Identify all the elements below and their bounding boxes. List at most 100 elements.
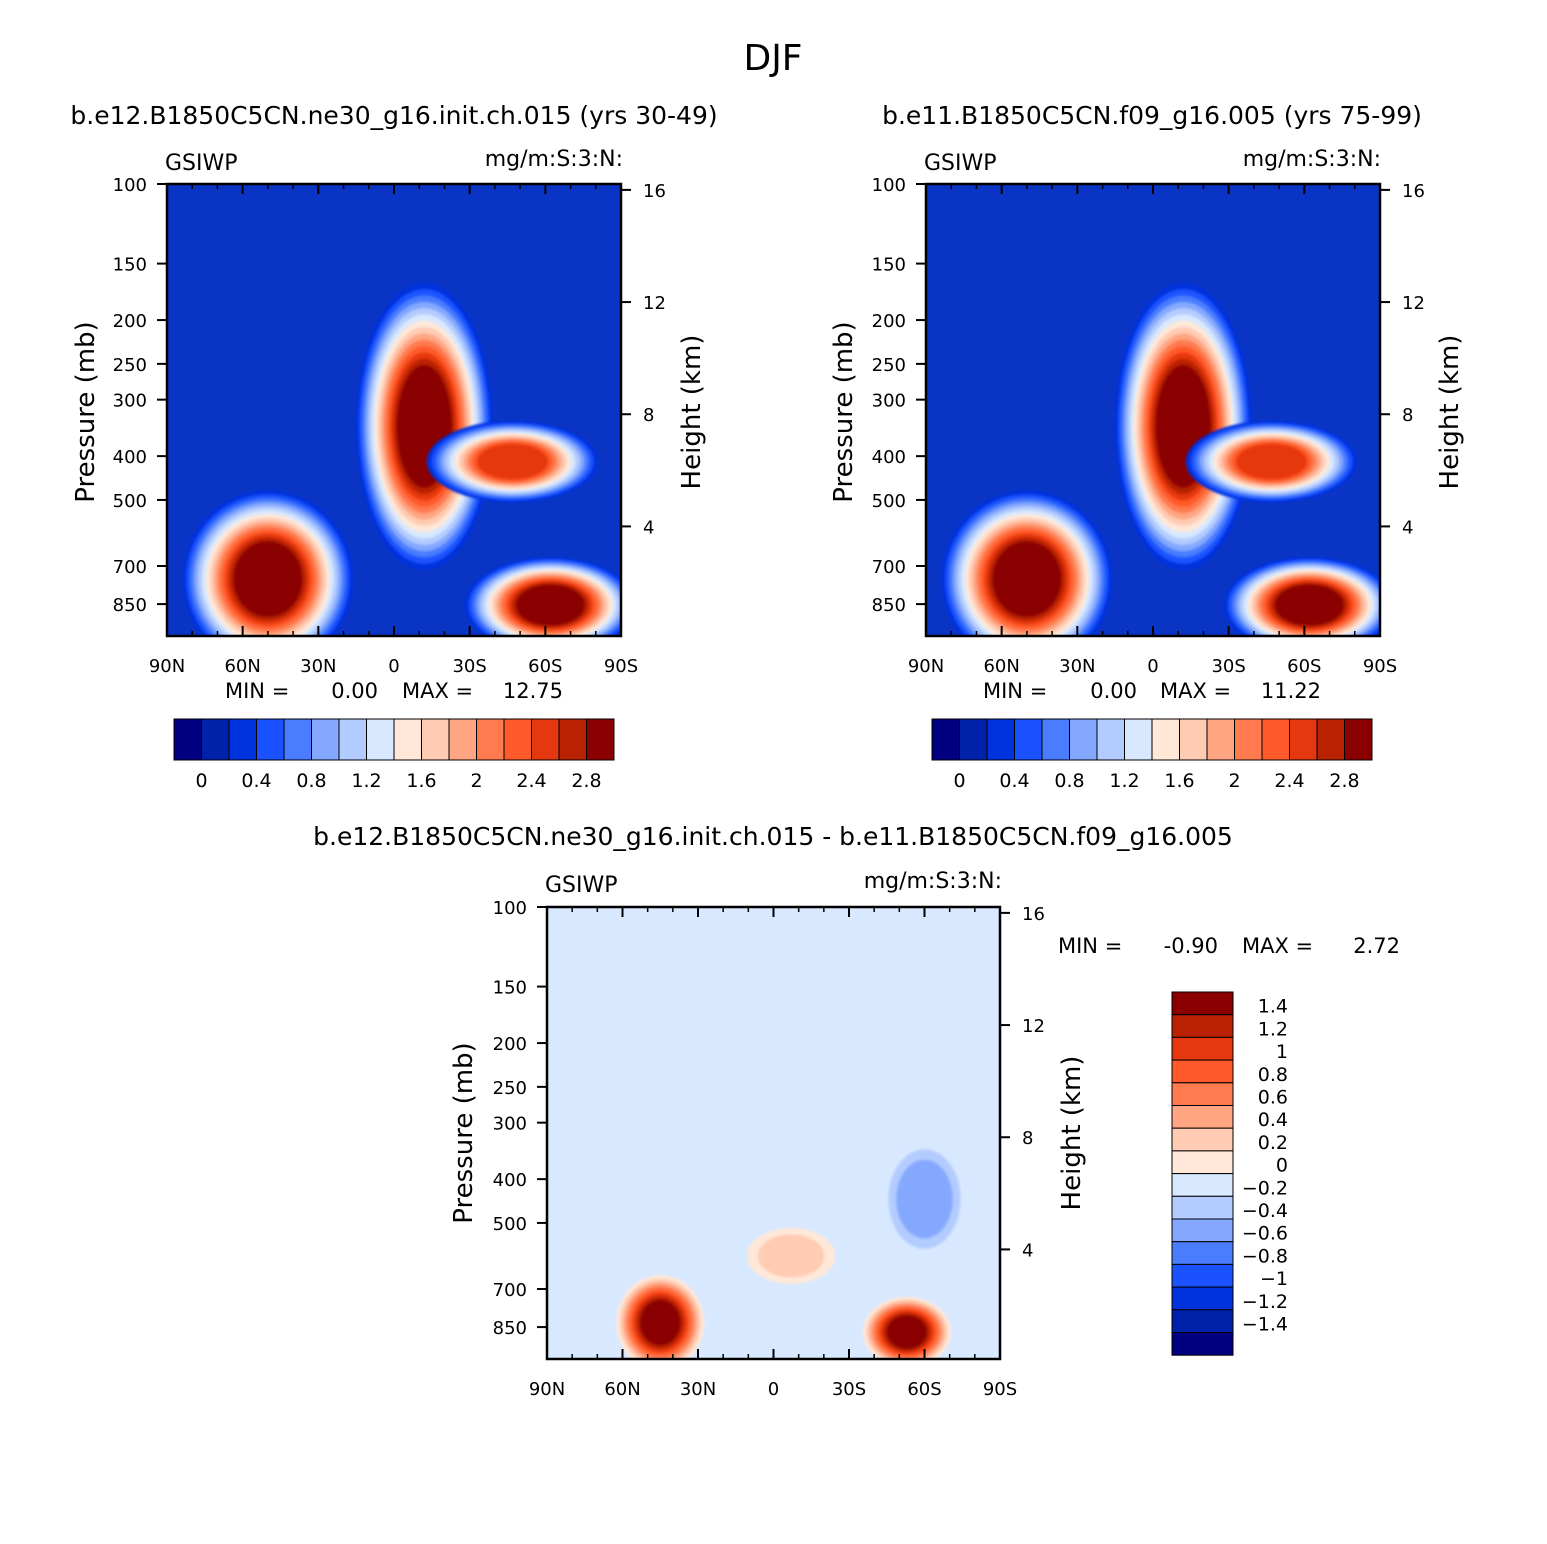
colorbar-swatch [338, 718, 367, 761]
colorbar-swatch [1171, 1173, 1234, 1197]
y-tick-label: 850 [113, 595, 147, 616]
colorbar-swatch [1171, 991, 1234, 1016]
panel-3-max-label: MAX = [1242, 934, 1313, 958]
colorbar-swatch [366, 718, 395, 761]
colorbar-label: 0.4 [1258, 1109, 1288, 1131]
panel-3-var-label: GSIWP [545, 873, 618, 898]
field-contour [477, 443, 549, 480]
y2-tick-label: 12 [643, 293, 666, 314]
field-contour [896, 1159, 953, 1239]
colorbar-swatch [1289, 718, 1318, 761]
x-tick-label: 0 [1147, 656, 1158, 677]
colorbar-swatch [1171, 1286, 1234, 1311]
colorbar-label: 0 [195, 770, 207, 792]
y-tick-label: 850 [493, 1318, 527, 1339]
colorbar-label: 2.4 [1274, 770, 1304, 792]
y2-tick-label: 4 [1022, 1240, 1033, 1261]
x-tick-label: 60S [907, 1379, 941, 1400]
x-tick-label: 60N [604, 1379, 640, 1400]
y-tick-label: 500 [872, 491, 906, 512]
field-2 [926, 184, 1380, 636]
panel-3-units-label: mg/m:S:3:N: [864, 869, 1002, 894]
colorbar-swatch [448, 718, 477, 761]
colorbar-label: −1 [1260, 1268, 1288, 1290]
panel-3-max-value: 2.72 [1353, 934, 1400, 958]
colorbar-swatch [1171, 1082, 1234, 1107]
colorbar-label: 1.4 [1258, 996, 1288, 1018]
field-contour [757, 1234, 825, 1278]
y2-tick-label: 16 [643, 181, 666, 202]
field-contour [886, 1315, 928, 1349]
x-tick-label: 30S [832, 1379, 866, 1400]
colorbar-swatch [476, 718, 505, 761]
panel-2-max-label: MAX = [1160, 679, 1231, 703]
colorbar-swatch [1151, 718, 1180, 761]
colorbar-swatch [558, 718, 587, 761]
colorbar-label: 1.6 [1164, 770, 1194, 792]
colorbar-swatch [1171, 1241, 1234, 1265]
x-tick-label: 90N [529, 1379, 565, 1400]
colorbar-swatch [1261, 718, 1290, 761]
field-3 [547, 907, 1000, 1359]
field-contour [233, 541, 303, 617]
colorbar-swatch [531, 718, 560, 761]
y-tick-label: 250 [872, 355, 906, 376]
panel-2-max-value: 11.22 [1261, 679, 1321, 703]
panel-1: b.e12.B1850C5CN.ne30_g16.init.ch.015 (yr… [70, 101, 717, 792]
x-tick-label: 0 [388, 656, 399, 677]
y2-tick-label: 12 [1402, 293, 1425, 314]
colorbar-swatch [1171, 1218, 1234, 1243]
y-tick-label: 400 [113, 447, 147, 468]
colorbar-swatch [1171, 1059, 1234, 1084]
panel-2: b.e11.B1850C5CN.f09_g16.005 (yrs 75-99) … [829, 101, 1465, 792]
x-tick-label: 90S [604, 656, 638, 677]
colorbar-label: 0.8 [1054, 770, 1084, 792]
colorbar-swatch [393, 718, 422, 761]
panel-3-colorbar: 1.41.210.80.60.40.20−0.2−0.4−0.6−0.8−1−1… [1171, 991, 1288, 1356]
colorbar-swatch [503, 718, 532, 761]
panel-1-colorbar: 0 0.4 0.8 1.2 1.6 2 2.4 2.8 [173, 718, 615, 792]
colorbar-swatch [228, 718, 257, 761]
field-contour [515, 584, 585, 626]
y-tick-label: 100 [113, 175, 147, 196]
y-tick-label: 500 [493, 1214, 527, 1235]
x-tick-label: 60N [983, 656, 1019, 677]
colorbar-label: −0.2 [1242, 1177, 1288, 1199]
panel-2-var-label: GSIWP [924, 151, 997, 176]
x-tick-label: 30S [1211, 656, 1245, 677]
x-tick-label: 60S [528, 656, 562, 677]
colorbar-swatch [1206, 718, 1235, 761]
colorbar-label: 2.8 [571, 770, 601, 792]
panel-2-title: b.e11.B1850C5CN.f09_g16.005 (yrs 75-99) [882, 101, 1422, 130]
panel-1-units-label: mg/m:S:3:N: [485, 147, 623, 172]
colorbar-label: −0.6 [1242, 1223, 1288, 1245]
panel-1-y2label: Height (km) [677, 335, 707, 490]
colorbar-swatch [1171, 1195, 1234, 1220]
panel-2-units-label: mg/m:S:3:N: [1243, 147, 1381, 172]
colorbar-label: 0.6 [1258, 1087, 1288, 1109]
panel-3-min-label: MIN = [1058, 934, 1122, 958]
x-tick-label: 90N [149, 656, 185, 677]
panel-1-title: b.e12.B1850C5CN.ne30_g16.init.ch.015 (yr… [70, 101, 717, 130]
colorbar-swatch [1069, 718, 1098, 761]
y-tick-label: 150 [493, 978, 527, 999]
field-1 [167, 184, 621, 636]
colorbar-swatch [1179, 718, 1208, 761]
colorbar-label: 0 [953, 770, 965, 792]
colorbar-swatch [931, 718, 960, 761]
colorbar-swatch [173, 718, 202, 761]
x-tick-label: 90S [1363, 656, 1397, 677]
panel-3-plot: 90N 60N 30N 0 30S 60S 90S 100 150 200 250 300 400 500… [493, 898, 1045, 1400]
colorbar-swatch [1171, 1309, 1234, 1334]
colorbar-swatch [256, 718, 285, 761]
colorbar-label: 1.2 [351, 770, 381, 792]
y-tick-label: 400 [872, 447, 906, 468]
field-contour [1236, 443, 1308, 480]
y-tick-label: 300 [113, 391, 147, 412]
colorbar-label: 0.4 [241, 770, 271, 792]
y-tick-label: 100 [493, 898, 527, 919]
figure-title: DJF [743, 38, 802, 79]
x-tick-label: 90S [983, 1379, 1017, 1400]
y-tick-label: 700 [493, 1280, 527, 1301]
